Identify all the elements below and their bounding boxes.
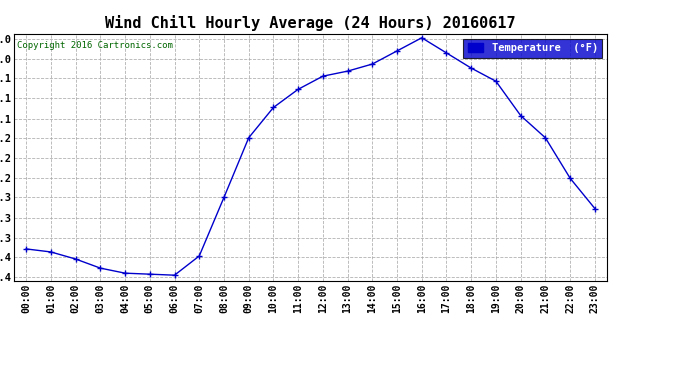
Title: Wind Chill Hourly Average (24 Hours) 20160617: Wind Chill Hourly Average (24 Hours) 201…: [105, 15, 516, 31]
Legend: Temperature  (°F): Temperature (°F): [464, 39, 602, 57]
Text: Copyright 2016 Cartronics.com: Copyright 2016 Cartronics.com: [17, 41, 172, 50]
